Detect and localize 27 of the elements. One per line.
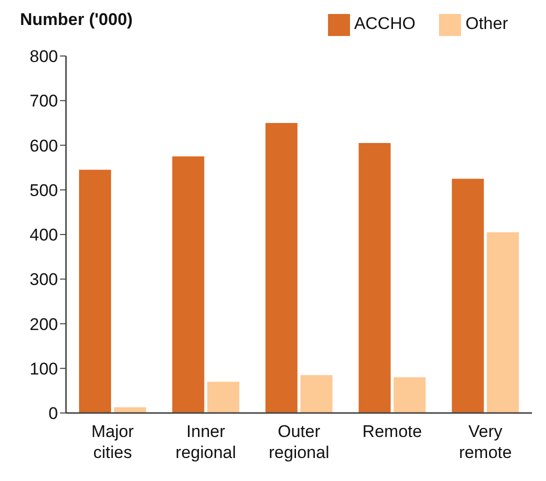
bar (300, 375, 332, 413)
y-axis-title: Number ('000) (20, 10, 133, 30)
bar (358, 143, 391, 413)
y-tick-label: 400 (30, 226, 58, 245)
y-tick-label: 500 (30, 180, 58, 200)
bar (394, 377, 426, 413)
x-tick-label: Outer regional (268, 422, 330, 462)
x-tick-label: Very remote (458, 422, 512, 462)
bar (452, 178, 484, 413)
y-tick-label: 200 (30, 314, 58, 334)
bar (79, 170, 112, 413)
bar (114, 407, 146, 413)
bar (172, 156, 204, 413)
y-tick-label: 600 (30, 136, 58, 156)
x-tick-label: Remote (362, 422, 422, 441)
bar (265, 122, 298, 413)
y-tick-label: 100 (30, 359, 58, 378)
legend-label: Other (465, 14, 508, 34)
bar (207, 382, 240, 413)
y-tick-label: 300 (30, 270, 58, 290)
bar (486, 232, 519, 413)
y-tick-label: 700 (30, 92, 58, 111)
x-tick-label: Inner regional (176, 422, 236, 462)
legend-label: ACCHO (354, 14, 416, 34)
y-tick-label: 0 (48, 404, 58, 424)
y-tick-label: 800 (30, 47, 58, 66)
x-tick-label: Major cities (91, 422, 134, 462)
